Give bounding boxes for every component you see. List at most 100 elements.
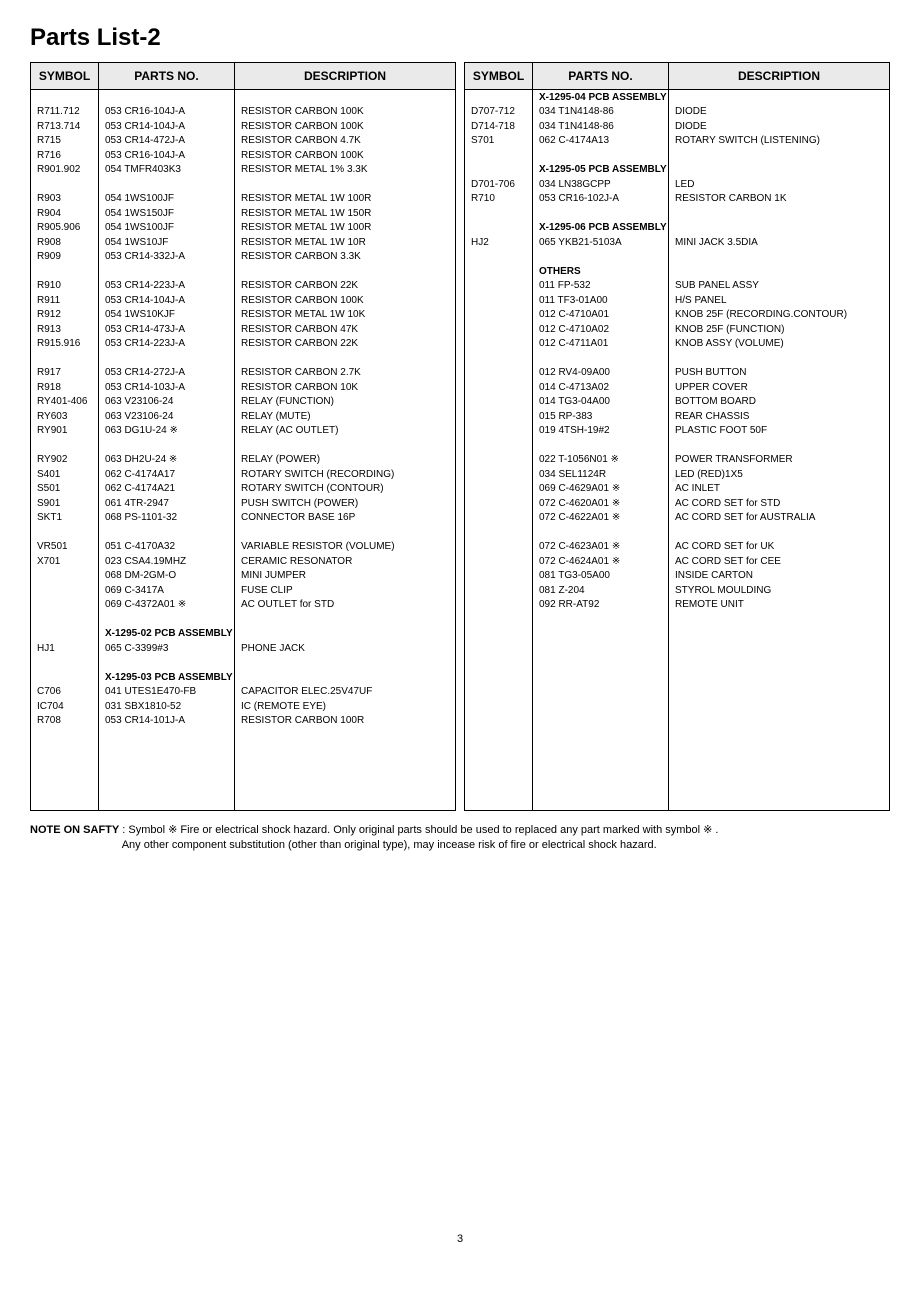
cell-description: DIODE: [669, 119, 890, 134]
cell-parts-no: 053 CR16-104J-A: [99, 105, 235, 120]
cell-empty: [533, 612, 669, 627]
cell-parts-no: [99, 525, 235, 540]
cell-empty: [669, 728, 890, 743]
cell-parts-no: 053 CR16-104J-A: [99, 148, 235, 163]
cell-description: ROTARY SWITCH (RECORDING): [235, 467, 456, 482]
cell-symbol: [31, 598, 99, 613]
cell-empty: [465, 641, 533, 656]
table-row: RY901063 DG1U-24 ※RELAY (AC OUTLET): [31, 424, 456, 439]
cell-parts-no: 053 CR14-332J-A: [99, 250, 235, 265]
cell-symbol: [31, 177, 99, 192]
table-row: RY603063 V23106-24RELAY (MUTE): [31, 409, 456, 424]
table-row: R708053 CR14-101J-ARESISTOR CARBON 100R: [31, 714, 456, 729]
cell-parts-no: 054 1WS150JF: [99, 206, 235, 221]
table-row: HJ2065 YKB21-5103AMINI JACK 3.5DIA: [465, 235, 890, 250]
cell-parts-no: [99, 90, 235, 105]
cell-symbol: R910: [31, 279, 99, 294]
cell-empty: [669, 670, 890, 685]
table-row: S501062 C-4174A21ROTARY SWITCH (CONTOUR): [31, 482, 456, 497]
cell-description: RESISTOR METAL 1W 100R: [235, 221, 456, 236]
cell-parts-no: 069 C-4372A01 ※: [99, 598, 235, 613]
cell-description: AC OUTLET for STD: [235, 598, 456, 613]
cell-symbol: [465, 453, 533, 468]
cell-empty: [533, 641, 669, 656]
cell-description: DIODE: [669, 105, 890, 120]
cell-description: [669, 438, 890, 453]
table-row: 011 FP-532SUB PANEL ASSY: [465, 279, 890, 294]
cell-parts-no: X-1295-03 PCB ASSEMBLY: [99, 670, 235, 685]
cell-parts-no: 072 C-4623A01 ※: [533, 540, 669, 555]
cell-description: RESISTOR METAL 1W 10R: [235, 235, 456, 250]
cell-symbol: [465, 206, 533, 221]
cell-symbol: D714-718: [465, 119, 533, 134]
table-row: R908054 1WS10JFRESISTOR METAL 1W 10R: [31, 235, 456, 250]
table-row: 072 C-4623A01 ※AC CORD SET for UK: [465, 540, 890, 555]
cell-description: [669, 221, 890, 236]
cell-parts-no: [99, 264, 235, 279]
table-row: C706041 UTES1E470-FBCAPACITOR ELEC.25V47…: [31, 685, 456, 700]
cell-symbol: R716: [31, 148, 99, 163]
cell-symbol: VR501: [31, 540, 99, 555]
cell-symbol: R908: [31, 235, 99, 250]
table-row: [31, 757, 456, 772]
table-row: [31, 728, 456, 743]
cell-symbol: R901.902: [31, 163, 99, 178]
cell-empty: [669, 699, 890, 714]
table-row: IC704031 SBX1810-52IC (REMOTE EYE): [31, 699, 456, 714]
cell-description: CERAMIC RESONATOR: [235, 554, 456, 569]
cell-description: KNOB ASSY (VOLUME): [669, 337, 890, 352]
cell-empty: [99, 786, 235, 810]
cell-description: RELAY (FUNCTION): [235, 395, 456, 410]
cell-parts-no: 053 CR14-103J-A: [99, 380, 235, 395]
table-row: [465, 206, 890, 221]
table-row: 069 C-3417AFUSE CLIP: [31, 583, 456, 598]
cell-parts-no: 054 TMFR403K3: [99, 163, 235, 178]
cell-description: PUSH SWITCH (POWER): [235, 496, 456, 511]
cell-description: RESISTOR METAL 1W 100R: [235, 192, 456, 207]
table-row: [31, 656, 456, 671]
cell-symbol: SKT1: [31, 511, 99, 526]
table-row: X-1295-03 PCB ASSEMBLY: [31, 670, 456, 685]
cell-symbol: [31, 438, 99, 453]
cell-parts-no: 065 YKB21-5103A: [533, 235, 669, 250]
cell-description: RESISTOR CARBON 100K: [235, 293, 456, 308]
cell-empty: [235, 728, 456, 743]
cell-symbol: [465, 409, 533, 424]
cell-empty: [465, 772, 533, 787]
cell-symbol: R911: [31, 293, 99, 308]
cell-parts-no: 062 C-4174A13: [533, 134, 669, 149]
cell-parts-no: 041 UTES1E470-FB: [99, 685, 235, 700]
cell-symbol: [31, 627, 99, 642]
header-description: DESCRIPTION: [235, 63, 456, 90]
cell-empty: [669, 743, 890, 758]
cell-symbol: [31, 612, 99, 627]
table-row: 081 Z-204STYROL MOULDING: [465, 583, 890, 598]
cell-empty: [99, 728, 235, 743]
cell-description: RESISTOR CARBON 22K: [235, 279, 456, 294]
table-row: 068 DM-2GM-OMINI JUMPER: [31, 569, 456, 584]
cell-symbol: [465, 496, 533, 511]
note-label: NOTE ON SAFTY: [30, 824, 119, 836]
cell-symbol: [465, 395, 533, 410]
cell-parts-no: 061 4TR-2947: [99, 496, 235, 511]
cell-parts-no: 063 V23106-24: [99, 395, 235, 410]
cell-description: ROTARY SWITCH (CONTOUR): [235, 482, 456, 497]
table-row: R912054 1WS10KJFRESISTOR METAL 1W 10K: [31, 308, 456, 323]
cell-empty: [465, 685, 533, 700]
cell-parts-no: 012 C-4710A02: [533, 322, 669, 337]
cell-symbol: S901: [31, 496, 99, 511]
table-row: R713.714053 CR14-104J-ARESISTOR CARBON 1…: [31, 119, 456, 134]
cell-parts-no: 031 SBX1810-52: [99, 699, 235, 714]
cell-symbol: R917: [31, 366, 99, 381]
table-row: [465, 743, 890, 758]
header-description: DESCRIPTION: [669, 63, 890, 90]
cell-description: LED: [669, 177, 890, 192]
cell-description: RESISTOR CARBON 100K: [235, 119, 456, 134]
cell-description: [669, 90, 890, 105]
cell-empty: [235, 757, 456, 772]
cell-description: [235, 351, 456, 366]
cell-description: RESISTOR CARBON 2.7K: [235, 366, 456, 381]
cell-symbol: [465, 525, 533, 540]
cell-description: RESISTOR METAL 1% 3.3K: [235, 163, 456, 178]
cell-empty: [235, 772, 456, 787]
